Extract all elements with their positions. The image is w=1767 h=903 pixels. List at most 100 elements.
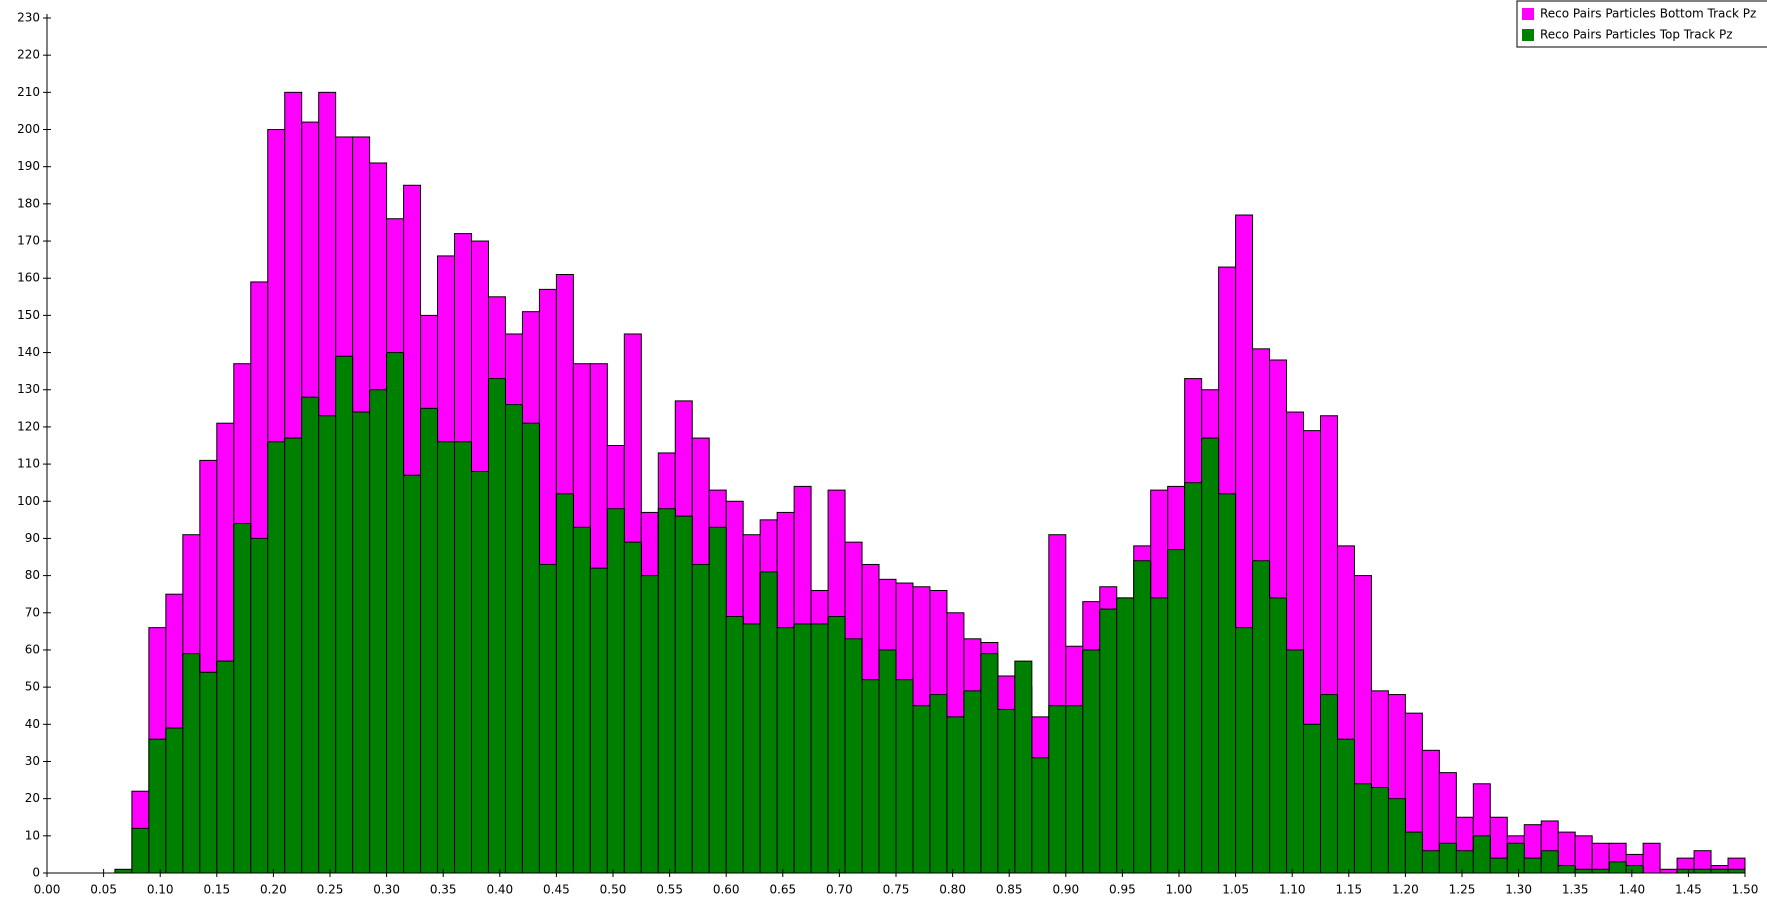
bar bbox=[403, 474, 422, 874]
x-tick-label: 0.95 bbox=[1109, 883, 1136, 897]
y-tick-label: 110 bbox=[17, 457, 40, 471]
bar bbox=[1523, 857, 1542, 874]
x-tick-label: 0.30 bbox=[373, 883, 400, 897]
y-tick-label: 10 bbox=[25, 828, 40, 842]
bar bbox=[1591, 868, 1610, 874]
bar bbox=[1387, 798, 1406, 874]
y-tick-label: 40 bbox=[25, 717, 40, 731]
bar bbox=[301, 396, 320, 874]
bar bbox=[352, 411, 371, 874]
legend-label: Reco Pairs Particles Bottom Track Pz bbox=[1540, 7, 1756, 21]
legend-swatch bbox=[1522, 8, 1534, 20]
bar bbox=[997, 708, 1016, 874]
x-tick-label: 0.35 bbox=[430, 883, 457, 897]
bar bbox=[742, 623, 761, 874]
bar bbox=[963, 690, 982, 874]
bar bbox=[1421, 850, 1440, 874]
bar bbox=[1370, 787, 1389, 874]
bar bbox=[1218, 493, 1237, 874]
bar bbox=[640, 575, 659, 874]
y-tick-label: 190 bbox=[17, 159, 40, 173]
bar bbox=[131, 827, 150, 874]
bar bbox=[504, 404, 523, 874]
y-tick-label: 20 bbox=[25, 791, 40, 805]
bar bbox=[691, 563, 710, 874]
bar bbox=[759, 571, 778, 874]
bar bbox=[844, 638, 863, 874]
bar bbox=[1608, 861, 1627, 874]
bar bbox=[487, 378, 506, 874]
bar bbox=[420, 407, 439, 874]
bar bbox=[623, 541, 642, 874]
bar bbox=[1286, 649, 1305, 874]
bar bbox=[1065, 705, 1084, 874]
bar bbox=[1184, 482, 1203, 874]
y-tick-label: 130 bbox=[17, 382, 40, 396]
bar bbox=[1574, 835, 1593, 874]
x-tick-label: 0.50 bbox=[600, 883, 627, 897]
bar bbox=[555, 493, 574, 874]
x-tick-label: 1.35 bbox=[1562, 883, 1589, 897]
bar bbox=[657, 508, 676, 874]
x-tick-label: 1.15 bbox=[1335, 883, 1362, 897]
bar bbox=[1676, 868, 1695, 874]
x-tick-label: 0.25 bbox=[317, 883, 344, 897]
bar bbox=[318, 415, 337, 874]
bar bbox=[1455, 850, 1474, 874]
bar bbox=[148, 738, 167, 874]
x-tick-label: 0.15 bbox=[203, 883, 230, 897]
bar bbox=[1167, 549, 1186, 874]
bar bbox=[1625, 865, 1644, 874]
bar bbox=[589, 567, 608, 874]
x-tick-label: 0.60 bbox=[713, 883, 740, 897]
bar bbox=[1404, 831, 1423, 874]
x-tick-label: 1.10 bbox=[1279, 883, 1306, 897]
bar bbox=[114, 868, 133, 874]
bar bbox=[1506, 842, 1525, 874]
bar bbox=[1133, 560, 1152, 874]
bar bbox=[776, 627, 795, 874]
x-tick-label: 0.75 bbox=[883, 883, 910, 897]
x-tick-label: 1.20 bbox=[1392, 883, 1419, 897]
legend-box bbox=[1516, 0, 1767, 48]
y-tick-label: 170 bbox=[17, 234, 40, 248]
bar bbox=[1727, 868, 1746, 874]
y-tick-label: 150 bbox=[17, 308, 40, 322]
bar bbox=[929, 694, 948, 874]
x-tick-label: 1.45 bbox=[1675, 883, 1702, 897]
y-tick-label: 70 bbox=[25, 605, 40, 619]
legend-label: Reco Pairs Particles Top Track Pz bbox=[1540, 28, 1733, 42]
y-tick-label: 220 bbox=[17, 48, 40, 62]
y-tick-label: 90 bbox=[25, 531, 40, 545]
y-tick-label: 200 bbox=[17, 122, 40, 136]
bar bbox=[1591, 842, 1610, 874]
bar bbox=[810, 623, 829, 874]
bar bbox=[827, 616, 846, 874]
y-tick-label: 180 bbox=[17, 196, 40, 210]
x-tick-label: 0.80 bbox=[939, 883, 966, 897]
x-tick-label: 1.25 bbox=[1449, 883, 1476, 897]
bar bbox=[793, 623, 812, 874]
x-tick-label: 0.55 bbox=[656, 883, 683, 897]
bar bbox=[1693, 868, 1712, 874]
x-tick-label: 0.10 bbox=[147, 883, 174, 897]
bar bbox=[980, 653, 999, 874]
bar bbox=[912, 705, 931, 874]
y-tick-label: 60 bbox=[25, 642, 40, 656]
y-tick-label: 100 bbox=[17, 494, 40, 508]
y-tick-label: 140 bbox=[17, 345, 40, 359]
bar bbox=[1642, 842, 1661, 874]
y-tick-label: 80 bbox=[25, 568, 40, 582]
y-tick-label: 0 bbox=[32, 866, 40, 880]
bar bbox=[1557, 865, 1576, 874]
bar bbox=[708, 526, 727, 874]
bar bbox=[182, 653, 201, 874]
bar bbox=[946, 716, 965, 874]
bar bbox=[233, 523, 252, 874]
bar bbox=[267, 441, 286, 874]
bar bbox=[1659, 868, 1678, 874]
bar bbox=[250, 537, 269, 874]
bar bbox=[1303, 723, 1322, 874]
bar bbox=[674, 515, 693, 874]
legend-swatch bbox=[1522, 29, 1534, 41]
